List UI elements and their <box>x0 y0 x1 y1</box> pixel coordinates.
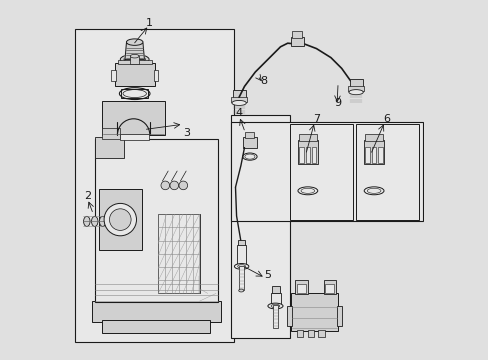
Bar <box>130 56 139 64</box>
Circle shape <box>161 181 169 190</box>
Bar <box>347 86 364 91</box>
Bar <box>230 115 289 338</box>
Ellipse shape <box>231 100 246 105</box>
Bar <box>242 137 257 148</box>
Ellipse shape <box>348 90 363 95</box>
Bar <box>365 147 369 163</box>
Text: 5: 5 <box>264 270 271 280</box>
Ellipse shape <box>123 56 145 63</box>
Bar <box>244 132 254 138</box>
Bar <box>298 134 316 141</box>
Circle shape <box>104 203 136 236</box>
Bar <box>325 284 334 293</box>
Ellipse shape <box>99 216 106 226</box>
Ellipse shape <box>234 264 248 269</box>
Bar <box>323 280 336 294</box>
Bar <box>294 280 307 294</box>
Bar <box>118 60 151 64</box>
Bar <box>305 147 309 163</box>
Bar <box>355 124 418 220</box>
Ellipse shape <box>237 265 245 268</box>
Ellipse shape <box>270 304 279 308</box>
Ellipse shape <box>267 303 283 309</box>
Bar <box>290 37 304 46</box>
Bar <box>75 29 233 342</box>
Ellipse shape <box>126 39 142 45</box>
Bar <box>102 128 120 139</box>
Bar <box>272 305 278 328</box>
Bar <box>153 70 158 81</box>
Bar <box>296 330 303 337</box>
Bar <box>363 140 383 164</box>
Bar <box>102 320 210 333</box>
Text: 6: 6 <box>383 114 389 124</box>
Ellipse shape <box>91 216 98 226</box>
Bar <box>318 330 324 337</box>
Text: 9: 9 <box>334 98 341 108</box>
Polygon shape <box>125 43 144 59</box>
Bar <box>364 134 382 141</box>
Bar <box>378 147 382 163</box>
Bar <box>371 147 375 163</box>
Bar <box>270 293 280 304</box>
Bar <box>336 306 342 326</box>
Bar <box>121 89 148 98</box>
Bar <box>296 284 305 293</box>
Ellipse shape <box>120 54 149 64</box>
Text: 7: 7 <box>312 114 320 124</box>
Bar <box>231 97 247 102</box>
Text: 4: 4 <box>235 108 242 118</box>
Bar <box>237 245 245 265</box>
Text: 2: 2 <box>84 191 91 201</box>
Text: 8: 8 <box>260 76 267 86</box>
Bar <box>291 293 337 331</box>
Bar <box>297 140 317 164</box>
Ellipse shape <box>238 289 244 292</box>
Circle shape <box>170 181 178 190</box>
Bar <box>91 301 221 322</box>
Bar <box>120 134 149 140</box>
Bar <box>299 147 303 163</box>
Bar <box>232 90 245 98</box>
Bar <box>95 137 123 158</box>
Bar <box>99 189 142 250</box>
Bar <box>111 70 115 81</box>
Bar <box>102 101 165 135</box>
Ellipse shape <box>130 54 139 58</box>
Bar <box>238 240 244 247</box>
Bar <box>230 122 423 221</box>
Bar <box>115 63 154 86</box>
Bar <box>289 124 352 220</box>
Bar <box>292 31 302 38</box>
Circle shape <box>109 209 131 230</box>
Bar <box>271 286 279 293</box>
Bar <box>311 147 316 163</box>
Text: 1: 1 <box>145 18 152 28</box>
Text: 3: 3 <box>183 128 190 138</box>
Circle shape <box>179 181 187 190</box>
Bar <box>349 79 362 87</box>
Ellipse shape <box>83 216 90 226</box>
Bar <box>307 330 313 337</box>
Bar <box>158 214 199 293</box>
Bar <box>286 306 292 326</box>
Bar <box>95 139 217 302</box>
Bar <box>238 266 244 290</box>
